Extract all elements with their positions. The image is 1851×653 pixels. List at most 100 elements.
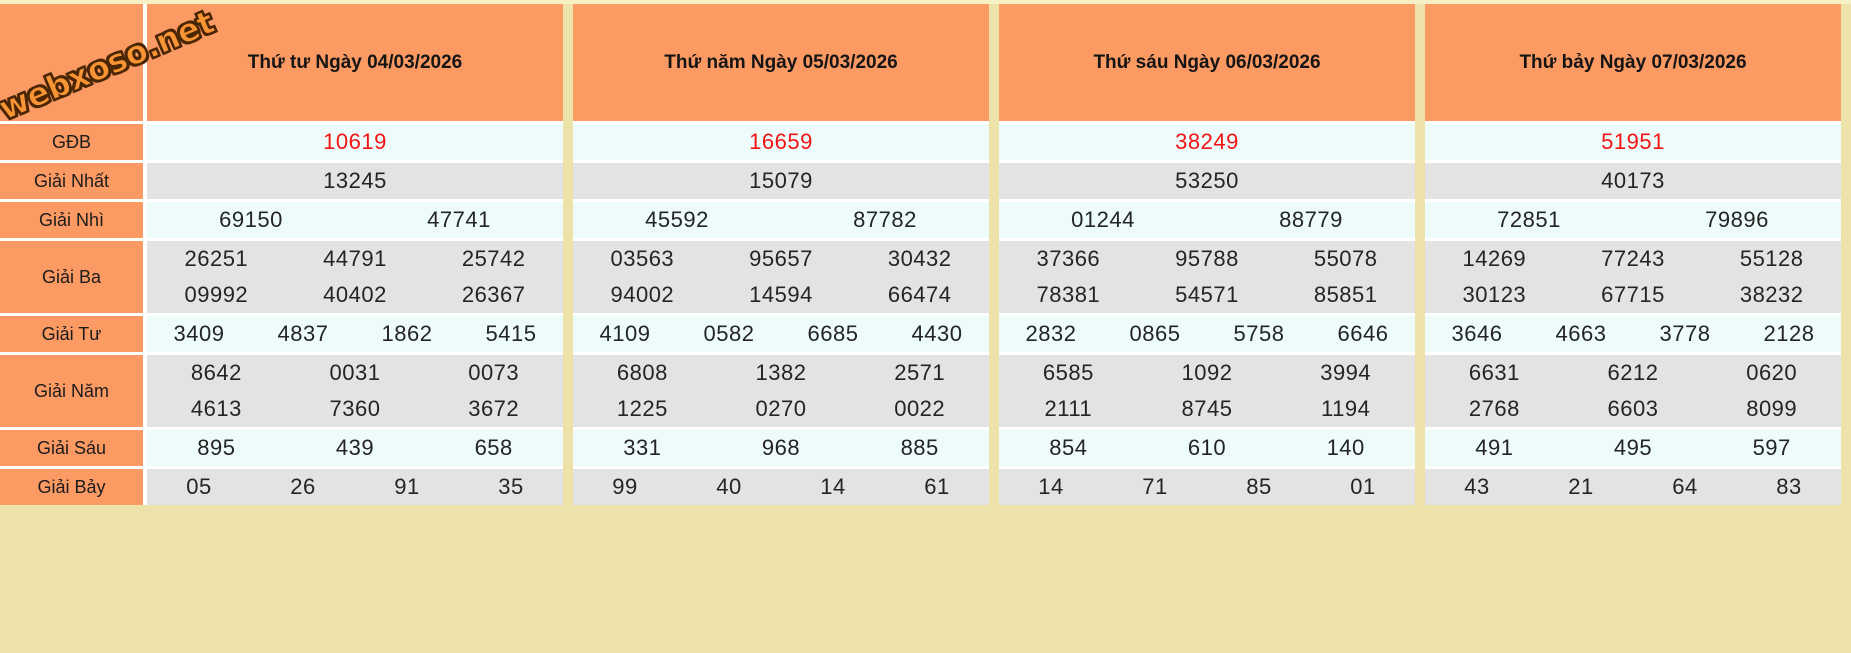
prize-row-gdb: 16659 bbox=[573, 121, 989, 160]
prize-line: 8642 0031 0073 bbox=[147, 355, 563, 391]
prize-row-gdb: 10619 bbox=[147, 121, 563, 160]
prize-number: 77243 bbox=[1601, 246, 1665, 271]
result-column-2: Thứ sáu Ngày 06/03/2026 38249 53250 01244 88… bbox=[999, 4, 1415, 505]
prize-label-nam: Giải Năm bbox=[0, 352, 143, 427]
prize-line: 43 21 64 83 bbox=[1425, 469, 1841, 505]
prize-line: 05 26 91 35 bbox=[147, 469, 563, 505]
prize-number: 3778 bbox=[1659, 321, 1711, 346]
prize-number: 4109 bbox=[599, 321, 651, 346]
prize-number: 61 bbox=[924, 474, 950, 499]
prize-row-nhat: 15079 bbox=[573, 160, 989, 199]
date-header: Thứ tư Ngày 04/03/2026 bbox=[147, 4, 563, 121]
prize-line: 51951 bbox=[1425, 124, 1841, 160]
prize-line: 30123 67715 38232 bbox=[1425, 277, 1841, 313]
prize-number: 05 bbox=[186, 474, 212, 499]
prize-number: 0582 bbox=[703, 321, 755, 346]
prize-line: 53250 bbox=[999, 163, 1415, 199]
prize-row-sau: 854 610 140 bbox=[999, 427, 1415, 466]
prize-row-nam: 6808 1382 2571 1225 0270 0022 bbox=[573, 352, 989, 427]
prize-number: 6631 bbox=[1468, 360, 1520, 385]
prize-number: 1382 bbox=[755, 360, 807, 385]
prize-line: 72851 79896 bbox=[1425, 202, 1841, 238]
prize-number: 658 bbox=[474, 435, 513, 460]
prize-line: 16659 bbox=[573, 124, 989, 160]
prize-line: 01244 88779 bbox=[999, 202, 1415, 238]
prize-number: 09992 bbox=[184, 282, 249, 307]
prize-row-bay: 14 71 85 01 bbox=[999, 466, 1415, 505]
prize-number: 4663 bbox=[1555, 321, 1607, 346]
prize-number: 14 bbox=[1038, 474, 1064, 499]
prize-number: 51951 bbox=[1601, 129, 1665, 154]
prize-number: 854 bbox=[1049, 435, 1088, 460]
prize-row-nhi: 72851 79896 bbox=[1425, 199, 1841, 238]
prize-number: 8099 bbox=[1746, 396, 1798, 421]
prize-line: 40173 bbox=[1425, 163, 1841, 199]
prize-number: 2571 bbox=[894, 360, 946, 385]
prize-number: 491 bbox=[1475, 435, 1514, 460]
prize-number: 88779 bbox=[1279, 207, 1343, 232]
prize-number: 35 bbox=[498, 474, 524, 499]
prize-number: 95657 bbox=[749, 246, 813, 271]
prize-row-bay: 99 40 14 61 bbox=[573, 466, 989, 505]
prize-line: 854 610 140 bbox=[999, 430, 1415, 466]
prize-number: 0022 bbox=[894, 396, 946, 421]
prize-number: 69150 bbox=[219, 207, 283, 232]
prize-number: 37366 bbox=[1036, 246, 1101, 271]
prize-number: 55078 bbox=[1313, 246, 1378, 271]
prize-label-sau: Giải Sáu bbox=[0, 427, 143, 466]
top-strip bbox=[0, 0, 1851, 4]
prize-row-nhi: 01244 88779 bbox=[999, 199, 1415, 238]
prize-number: 5415 bbox=[485, 321, 537, 346]
prize-label-bay: Giải Bảy bbox=[0, 466, 143, 505]
prize-line: 3646 4663 3778 2128 bbox=[1425, 316, 1841, 352]
prize-number: 26367 bbox=[461, 282, 526, 307]
prize-line: 13245 bbox=[147, 163, 563, 199]
prize-row-ba: 14269 77243 55128 30123 67715 38232 bbox=[1425, 238, 1841, 313]
prize-number: 40402 bbox=[323, 282, 387, 307]
prize-number: 66474 bbox=[887, 282, 952, 307]
prize-number: 72851 bbox=[1497, 207, 1561, 232]
prize-number: 53250 bbox=[1175, 168, 1239, 193]
prize-number: 79896 bbox=[1705, 207, 1769, 232]
prize-number: 1862 bbox=[381, 321, 433, 346]
prize-number: 968 bbox=[761, 435, 801, 460]
prize-line: 99 40 14 61 bbox=[573, 469, 989, 505]
prize-number: 495 bbox=[1613, 435, 1653, 460]
prize-line: 69150 47741 bbox=[147, 202, 563, 238]
prize-number: 6646 bbox=[1337, 321, 1389, 346]
prize-number: 3646 bbox=[1451, 321, 1503, 346]
prize-line: 78381 54571 85851 bbox=[999, 277, 1415, 313]
prize-number: 95788 bbox=[1175, 246, 1239, 271]
prize-number: 38249 bbox=[1175, 129, 1239, 154]
prize-row-nhat: 53250 bbox=[999, 160, 1415, 199]
prize-number: 78381 bbox=[1036, 282, 1101, 307]
prize-number: 14594 bbox=[749, 282, 813, 307]
prize-number: 6808 bbox=[616, 360, 668, 385]
prize-number: 895 bbox=[197, 435, 236, 460]
prize-line: 14 71 85 01 bbox=[999, 469, 1415, 505]
prize-number: 597 bbox=[1752, 435, 1791, 460]
result-column-1: Thứ năm Ngày 05/03/2026 16659 15079 45592 87… bbox=[573, 4, 989, 505]
prize-label-nhi: Giải Nhì bbox=[0, 199, 143, 238]
prize-label-tu: Giải Tư bbox=[0, 313, 143, 352]
prize-row-bay: 05 26 91 35 bbox=[147, 466, 563, 505]
prize-number: 21 bbox=[1568, 474, 1594, 499]
prize-number: 1194 bbox=[1321, 396, 1371, 421]
prize-line: 94002 14594 66474 bbox=[573, 277, 989, 313]
prize-line: 38249 bbox=[999, 124, 1415, 160]
prize-line: 26251 44791 25742 bbox=[147, 241, 563, 277]
prize-number: 4613 bbox=[190, 396, 242, 421]
prize-line: 09992 40402 26367 bbox=[147, 277, 563, 313]
prize-row-nhat: 40173 bbox=[1425, 160, 1841, 199]
prize-number: 10619 bbox=[323, 129, 387, 154]
prize-number: 47741 bbox=[427, 207, 491, 232]
prize-row-sau: 491 495 597 bbox=[1425, 427, 1841, 466]
prize-number: 13245 bbox=[323, 168, 387, 193]
prize-line: 6631 6212 0620 bbox=[1425, 355, 1841, 391]
prize-number: 4430 bbox=[911, 321, 963, 346]
prize-number: 83 bbox=[1776, 474, 1802, 499]
prize-number: 85 bbox=[1246, 474, 1272, 499]
prize-number: 4837 bbox=[277, 321, 329, 346]
prize-number: 6585 bbox=[1042, 360, 1094, 385]
